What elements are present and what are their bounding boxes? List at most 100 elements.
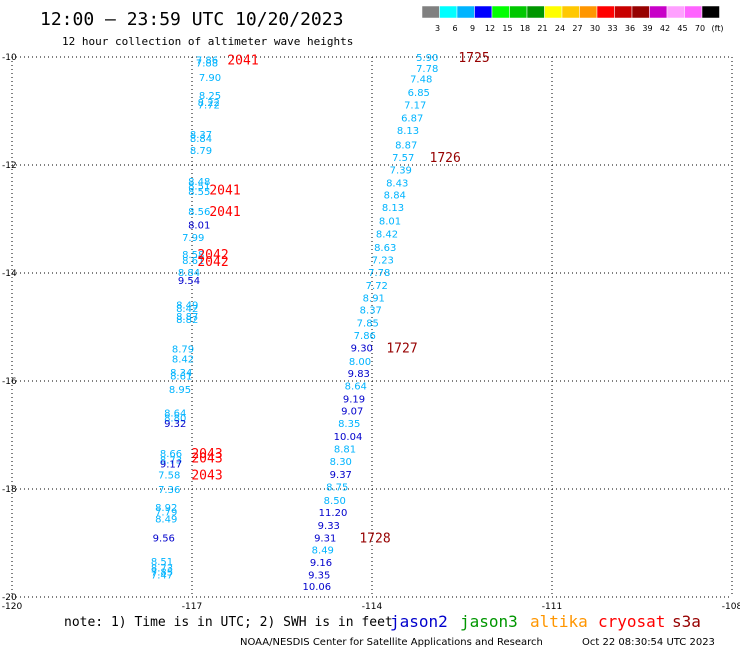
wave-height-label: 8.66 <box>160 449 182 460</box>
wave-height-label: 8.61 <box>170 372 192 383</box>
wave-height-label: 7.48 <box>410 75 432 86</box>
wave-height-label: 7.57 <box>392 153 414 164</box>
wave-height-label: 8.56 <box>188 207 210 218</box>
wave-height-label: 7.99 <box>182 233 204 244</box>
wave-height-label: 7.17 <box>404 101 426 112</box>
scale-swatch <box>684 5 703 19</box>
x-tick-label: -120 <box>2 602 23 612</box>
wave-height-label: 8.51 <box>188 182 210 193</box>
wave-height-label: 7.72 <box>198 101 220 112</box>
wave-height-label: 8.79 <box>172 345 194 356</box>
pass-number-label: 2043 <box>191 452 222 467</box>
wave-height-label: 8.73 <box>151 563 173 574</box>
scale-label: 36 <box>625 24 635 33</box>
axis-tick-labels: -120-117-114-111-108-105-10-12-14-16-18-… <box>2 53 740 612</box>
wave-height-label: 8.79 <box>190 146 212 157</box>
wave-height-label: 8.92 <box>155 503 177 514</box>
wave-height-label: 9.37 <box>330 470 352 481</box>
wave-height-label: 7.88 <box>196 58 218 69</box>
satellite-legend-jason2: jason2 <box>390 612 448 631</box>
wave-height-label: 10.06 <box>302 582 331 593</box>
wave-height-label: 8.75 <box>326 482 348 493</box>
pass-number-label: 1728 <box>359 532 390 547</box>
wave-height-label: 8.63 <box>374 243 396 254</box>
scale-swatch <box>421 5 440 19</box>
wave-height-label: 9.17 <box>160 460 182 471</box>
scale-label: 42 <box>660 24 670 33</box>
wave-height-label: 9.33 <box>318 521 340 532</box>
pass-number-labels: 2041204120412042204220432043204317251726… <box>191 51 489 547</box>
scale-swatch <box>491 5 510 19</box>
footer-credit: NOAA/NESDIS Center for Satellite Applica… <box>240 637 543 648</box>
map-grid <box>11 56 733 598</box>
wave-height-label: 8.42 <box>176 304 198 315</box>
wave-height-label: 8.30 <box>330 457 352 468</box>
scale-swatch <box>509 5 528 19</box>
chart-subtitle: 12 hour collection of altimeter wave hei… <box>62 35 353 48</box>
scale-swatch <box>544 5 563 19</box>
wave-height-label: 8.37 <box>190 130 212 141</box>
pass-number-label: 2043 <box>191 468 222 483</box>
pass-number-label: 1726 <box>430 151 461 166</box>
pass-number-label: 1727 <box>386 342 417 357</box>
wave-height-label: 8.51 <box>151 557 173 568</box>
wave-height-label: 9.35 <box>308 570 330 581</box>
wave-height-label: 9.54 <box>178 276 200 287</box>
scale-swatch <box>649 5 668 19</box>
satellite-legend-s3a: s3a <box>672 612 701 631</box>
scale-swatch <box>456 5 475 19</box>
scale-swatch <box>526 5 545 19</box>
wave-height-label: 8.35 <box>338 419 360 430</box>
wave-height-label: 8.84 <box>178 268 200 279</box>
scale-swatch <box>579 5 598 19</box>
y-tick-label: -12 <box>2 161 17 171</box>
wave-height-label: 9.83 <box>348 369 370 380</box>
wave-height-label: 8.01 <box>379 217 401 228</box>
y-tick-label: -14 <box>2 269 17 279</box>
scale-label: 39 <box>642 24 652 33</box>
scale-label: 70 <box>695 24 705 33</box>
wave-height-label: 8.48 <box>188 177 210 188</box>
wave-height-label: 8.64 <box>345 381 367 392</box>
wave-height-label: 8.82 <box>176 315 198 326</box>
y-tick-label: -16 <box>2 377 17 387</box>
wave-height-label: 8.50 <box>324 496 346 507</box>
wave-height-label: 7.36 <box>158 485 180 496</box>
wave-height-label: 9.30 <box>351 344 373 355</box>
wave-height-label: 7.39 <box>390 165 412 176</box>
wave-height-label: 7.78 <box>416 64 438 75</box>
scale-label: 21 <box>537 24 547 33</box>
wave-height-label: 7.90 <box>199 73 221 84</box>
wave-height-label: 8.01 <box>188 220 210 231</box>
scale-swatch <box>631 5 650 19</box>
wave-height-label: 7.85 <box>151 568 173 579</box>
pass-number-label: 2041 <box>227 54 258 69</box>
wave-height-label: 8.49 <box>176 300 198 311</box>
wave-height-label: 7.72 <box>366 281 388 292</box>
x-tick-label: -111 <box>542 602 562 612</box>
wave-height-label: 7.79 <box>155 508 177 519</box>
wave-height-label: 9.31 <box>314 534 336 545</box>
wave-height-observations: 7.867.887.908.258.227.728.378.848.798.48… <box>151 53 438 593</box>
scale-label: 27 <box>572 24 582 33</box>
scale-label: 9 <box>470 24 475 33</box>
y-tick-label: -18 <box>2 485 17 495</box>
scale-swatch <box>614 5 633 19</box>
wave-height-label: 8.13 <box>397 126 419 137</box>
wave-height-label: 7.85 <box>357 319 379 330</box>
scale-label: 30 <box>590 24 600 33</box>
wave-height-label: 7.47 <box>151 570 173 581</box>
pass-number-label: 2042 <box>197 248 228 263</box>
pass-number-label: 2041 <box>209 183 240 198</box>
wave-height-label: 8.84 <box>190 134 212 145</box>
scale-label: 18 <box>520 24 530 33</box>
scale-swatch <box>439 5 458 19</box>
wave-height-label: 9.16 <box>310 558 332 569</box>
pass-number-label: 2043 <box>191 447 222 462</box>
wave-height-label: 8.00 <box>349 357 371 368</box>
x-tick-label: -117 <box>182 602 202 612</box>
scale-swatch <box>666 5 685 19</box>
scale-swatch <box>596 5 615 19</box>
wave-height-label: 7.86 <box>196 56 218 67</box>
wave-height-label: 8.73 <box>160 455 182 466</box>
